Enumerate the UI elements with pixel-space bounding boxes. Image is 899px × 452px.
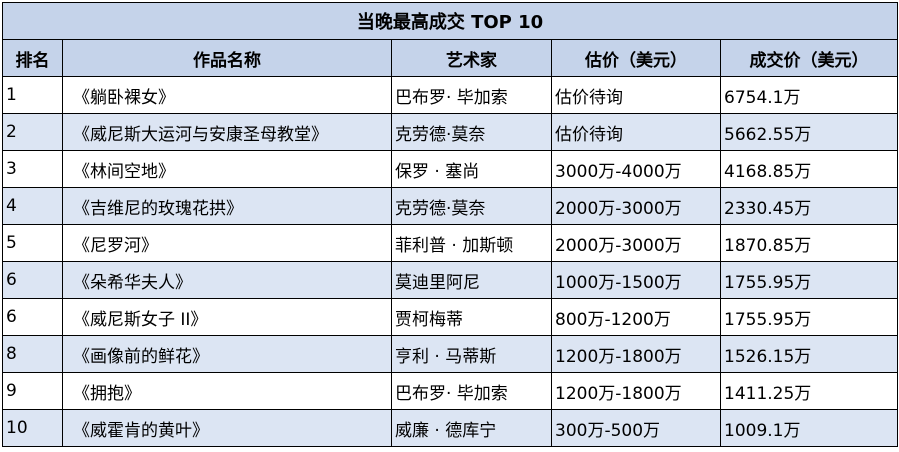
cell-rank: 3 xyxy=(2,150,63,188)
cell-artist: 亨利 · 马蒂斯 xyxy=(391,335,552,373)
cell-estimate: 1000万-1500万 xyxy=(551,261,721,299)
cell-price: 1870.85万 xyxy=(719,224,899,262)
header-artist: 艺术家 xyxy=(391,39,552,77)
cell-rank: 4 xyxy=(2,187,63,225)
cell-estimate: 估价待询 xyxy=(551,76,721,114)
cell-price: 5662.55万 xyxy=(719,113,899,151)
cell-artist: 菲利普 · 加斯顿 xyxy=(391,224,552,262)
cell-estimate: 2000万-3000万 xyxy=(551,224,721,262)
cell-estimate: 1200万-1800万 xyxy=(551,335,721,373)
header-price: 成交价（美元） xyxy=(719,39,899,77)
cell-price: 1755.95万 xyxy=(719,298,899,336)
cell-price: 1009.1万 xyxy=(719,409,899,447)
cell-rank: 2 xyxy=(2,113,63,151)
cell-rank: 1 xyxy=(2,76,63,114)
table-row: 9 《拥抱》 巴布罗· 毕加索 1200万-1800万 1411.25万 xyxy=(2,372,899,410)
cell-artist: 巴布罗· 毕加索 xyxy=(391,76,552,114)
cell-work: 《尼罗河》 xyxy=(62,224,392,262)
cell-rank: 6 xyxy=(2,261,63,299)
cell-estimate: 3000万-4000万 xyxy=(551,150,721,188)
cell-price: 1411.25万 xyxy=(719,372,899,410)
cell-artist: 克劳德·莫奈 xyxy=(391,187,552,225)
cell-work: 《林间空地》 xyxy=(62,150,392,188)
cell-artist: 保罗 · 塞尚 xyxy=(391,150,552,188)
header-rank: 排名 xyxy=(2,39,63,77)
cell-price: 1526.15万 xyxy=(719,335,899,373)
cell-work: 《朵希华夫人》 xyxy=(62,261,392,299)
cell-work: 《威霍肯的黄叶》 xyxy=(62,409,392,447)
table-row: 2 《威尼斯大运河与安康圣母教堂》 克劳德·莫奈 估价待询 5662.55万 xyxy=(2,113,899,151)
cell-artist: 克劳德·莫奈 xyxy=(391,113,552,151)
cell-work: 《威尼斯女子 II》 xyxy=(62,298,392,336)
table-row: 6 《威尼斯女子 II》 贾柯梅蒂 800万-1200万 1755.95万 xyxy=(2,298,899,336)
cell-artist: 威廉 · 德库宁 xyxy=(391,409,552,447)
cell-work: 《躺卧裸女》 xyxy=(62,76,392,114)
cell-price: 1755.95万 xyxy=(719,261,899,299)
title-row: 当晚最高成交 TOP 10 xyxy=(1,2,899,40)
cell-price: 4168.85万 xyxy=(719,150,899,188)
cell-artist: 莫迪里阿尼 xyxy=(391,261,552,299)
cell-rank: 10 xyxy=(2,409,63,447)
header-estimate: 估价（美元） xyxy=(551,39,721,77)
cell-price: 6754.1万 xyxy=(719,76,899,114)
table-row: 10 《威霍肯的黄叶》 威廉 · 德库宁 300万-500万 1009.1万 xyxy=(2,409,899,447)
cell-estimate: 估价待询 xyxy=(551,113,721,151)
cell-rank: 6 xyxy=(2,298,63,336)
cell-artist: 贾柯梅蒂 xyxy=(391,298,552,336)
cell-estimate: 800万-1200万 xyxy=(551,298,721,336)
cell-estimate: 1200万-1800万 xyxy=(551,372,721,410)
table-row: 1 《躺卧裸女》 巴布罗· 毕加索 估价待询 6754.1万 xyxy=(2,76,899,114)
table-row: 8 《画像前的鲜花》 亨利 · 马蒂斯 1200万-1800万 1526.15万 xyxy=(2,335,899,373)
table-row: 3 《林间空地》 保罗 · 塞尚 3000万-4000万 4168.85万 xyxy=(2,150,899,188)
cell-artist: 巴布罗· 毕加索 xyxy=(391,372,552,410)
cell-work: 《拥抱》 xyxy=(62,372,392,410)
cell-work: 《威尼斯大运河与安康圣母教堂》 xyxy=(62,113,392,151)
cell-price: 2330.45万 xyxy=(719,187,899,225)
table-title: 当晚最高成交 TOP 10 xyxy=(1,2,899,40)
header-work: 作品名称 xyxy=(62,39,392,77)
header-row: 排名 作品名称 艺术家 估价（美元） 成交价（美元） xyxy=(2,39,899,77)
cell-work: 《画像前的鲜花》 xyxy=(62,335,392,373)
table-row: 4 《吉维尼的玫瑰花拱》 克劳德·莫奈 2000万-3000万 2330.45万 xyxy=(2,187,899,225)
table-row: 6 《朵希华夫人》 莫迪里阿尼 1000万-1500万 1755.95万 xyxy=(2,261,899,299)
cell-estimate: 300万-500万 xyxy=(551,409,721,447)
cell-rank: 5 xyxy=(2,224,63,262)
cell-rank: 8 xyxy=(2,335,63,373)
cell-work: 《吉维尼的玫瑰花拱》 xyxy=(62,187,392,225)
cell-estimate: 2000万-3000万 xyxy=(551,187,721,225)
cell-rank: 9 xyxy=(2,372,63,410)
table-row: 5 《尼罗河》 菲利普 · 加斯顿 2000万-3000万 1870.85万 xyxy=(2,224,899,262)
